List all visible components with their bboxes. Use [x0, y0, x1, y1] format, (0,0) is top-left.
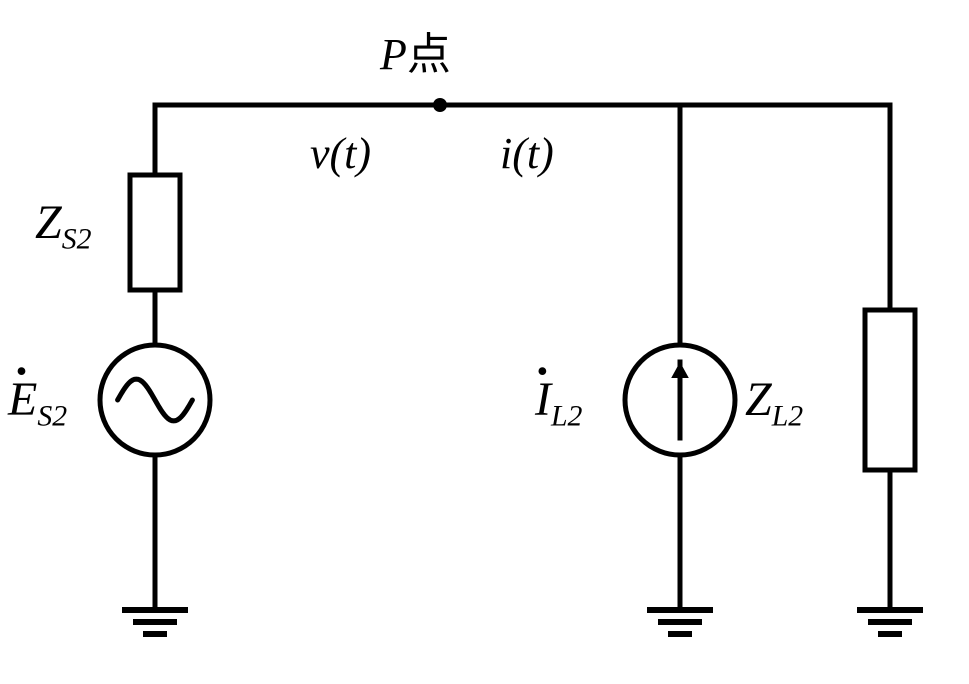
label-P-main: P — [380, 30, 407, 79]
label-I-L2-sub: L2 — [551, 400, 582, 433]
label-I-L2-main: I — [535, 372, 551, 427]
label-Z-L2-main: Z — [745, 373, 772, 426]
label-v-t-text: v(t) — [310, 129, 371, 178]
label-Z-L2-sub: L2 — [772, 400, 803, 433]
label-E-S2-main: E — [8, 372, 37, 427]
label-i-t-text: i(t) — [500, 129, 554, 178]
label-E-S2: ES2 — [8, 372, 67, 434]
label-v-t: v(t) — [310, 128, 371, 179]
label-I-L2: IL2 — [535, 372, 582, 434]
circuit-svg — [0, 0, 969, 684]
circuit-diagram: P点 v(t) i(t) ZS2 ES2 IL2 ZL2 — [0, 0, 969, 684]
label-E-S2-sub: S2 — [37, 400, 67, 433]
label-Z-L2: ZL2 — [745, 372, 803, 434]
label-P-point: P点 — [380, 18, 451, 82]
label-P-suffix: 点 — [407, 30, 451, 79]
label-i-t: i(t) — [500, 128, 554, 179]
label-Z-S2: ZS2 — [35, 195, 91, 257]
label-Z-S2-main: Z — [35, 196, 62, 249]
label-Z-S2-sub: S2 — [62, 223, 92, 256]
